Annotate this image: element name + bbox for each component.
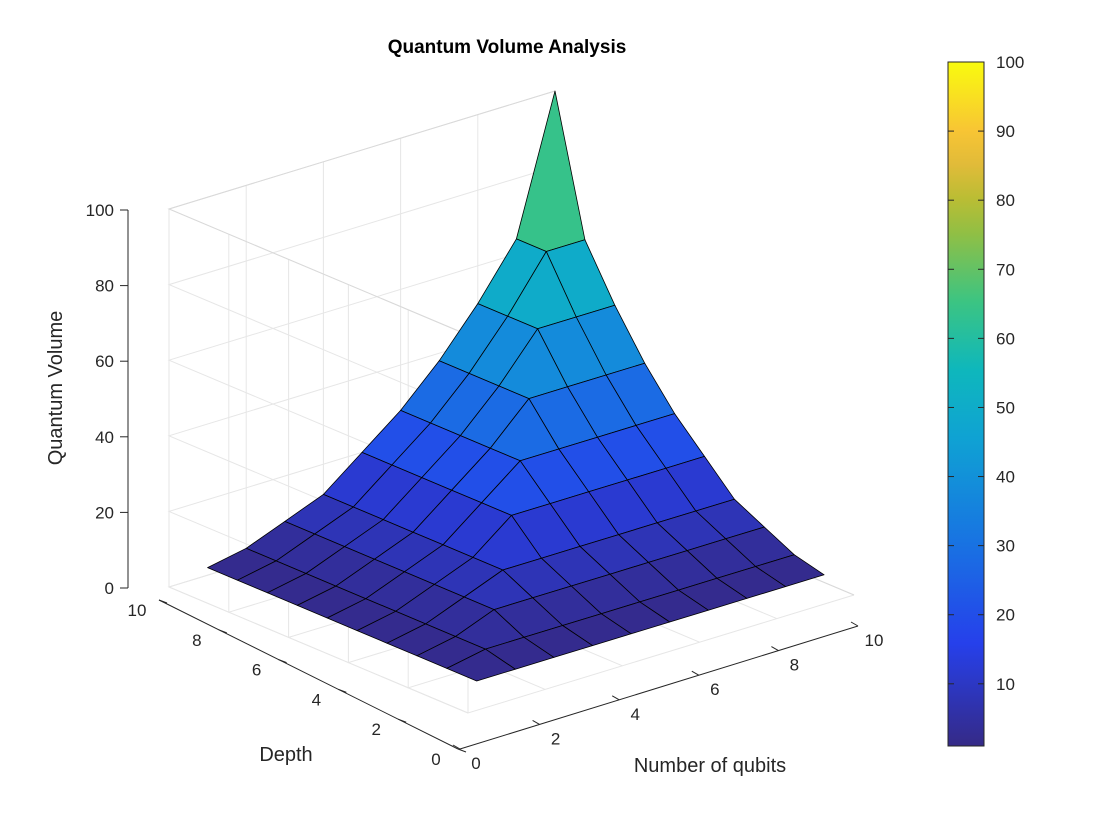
- x-tick: [452, 744, 461, 750]
- colorbar-gradient: [947, 61, 985, 747]
- z-tick-label: 20: [95, 503, 114, 522]
- z-tick-label: 0: [105, 579, 114, 598]
- y-tick: [218, 629, 227, 634]
- z-tick-label: 60: [95, 352, 114, 371]
- y-tick-label: 8: [192, 631, 201, 650]
- y-axis-line: [158, 599, 459, 750]
- x-tick-label: 4: [630, 705, 639, 724]
- y-tick-label: 6: [252, 661, 261, 680]
- y-tick: [158, 599, 168, 604]
- surface-patches: [207, 90, 825, 682]
- x-tick: [691, 670, 700, 676]
- colorbar-tick-label: 70: [996, 260, 1015, 279]
- z-tick-label: 100: [86, 201, 114, 220]
- colorbar-tick-label: 90: [996, 122, 1015, 141]
- surface-patch: [516, 90, 586, 252]
- z-axis-label: Quantum Volume: [45, 311, 67, 466]
- x-tick: [611, 695, 620, 701]
- colorbar-tick-label: 40: [996, 468, 1015, 487]
- y-tick: [278, 659, 287, 664]
- x-axis-line: [459, 625, 859, 750]
- colorbar-tick-label: 100: [996, 53, 1024, 72]
- colorbar-tick-label: 10: [996, 675, 1015, 694]
- y-tick-label: 10: [128, 601, 147, 620]
- colorbar: 10 20 30 40 50 60 70 80 90 100: [947, 53, 1024, 747]
- x-tick: [850, 621, 859, 627]
- x-axis-label: Number of qubits: [634, 755, 786, 777]
- box-edge: [167, 90, 556, 336]
- x-tick-label: 6: [710, 680, 719, 699]
- x-tick-label: 2: [551, 729, 560, 748]
- y-tick: [398, 718, 407, 723]
- z-tick-label: 40: [95, 428, 114, 447]
- colorbar-tick-label: 80: [996, 191, 1015, 210]
- colorbar-tick-label: 30: [996, 537, 1015, 556]
- colorbar-tick-label: 50: [996, 398, 1015, 417]
- x-tick: [771, 646, 779, 652]
- colorbar-tick-label: 20: [996, 606, 1015, 625]
- y-tick-label: 0: [431, 750, 440, 769]
- surface-patch: [446, 648, 516, 682]
- x-tick: [532, 719, 540, 725]
- y-tick: [338, 688, 347, 693]
- x-tick-label: 0: [471, 754, 480, 773]
- y-tick-label: 4: [312, 690, 321, 709]
- x-tick-label: 8: [790, 656, 799, 675]
- y-axis-label: Depth: [259, 744, 312, 766]
- x-tick-label: 10: [865, 631, 884, 650]
- z-tick-label: 80: [95, 277, 114, 296]
- chart-title: Quantum Volume Analysis: [388, 37, 627, 58]
- y-tick: [457, 748, 467, 753]
- colorbar-tick-label: 60: [996, 329, 1015, 348]
- y-tick-label: 2: [371, 720, 380, 739]
